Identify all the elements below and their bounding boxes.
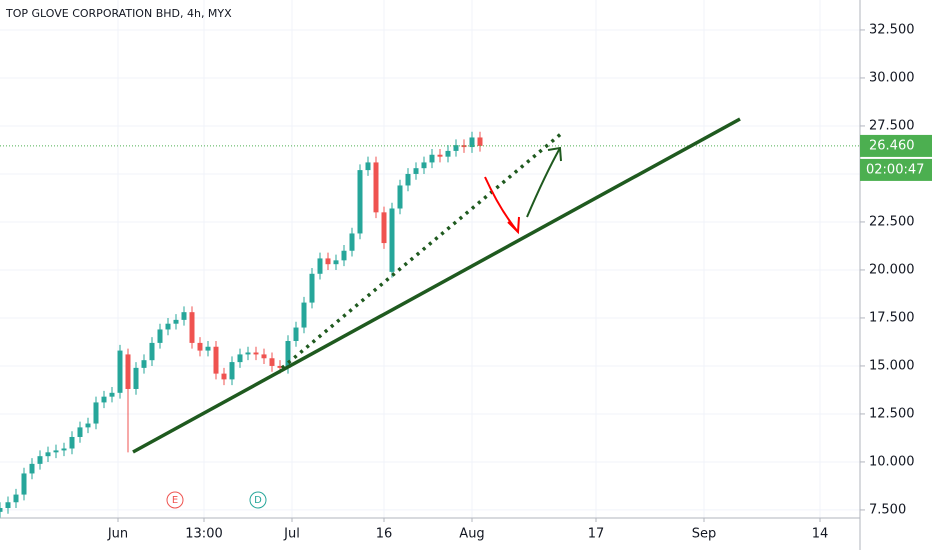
candle-body [253,352,259,355]
candle-body [477,137,483,146]
candle-body [333,260,339,265]
chart-title: TOP GLOVE CORPORATION BHD, 4h, MYX [5,7,232,20]
candle-body [309,273,315,303]
candle-body [325,258,331,265]
candle-body [381,212,387,244]
candle-body [365,162,371,171]
candle-body [21,473,27,495]
candle-body [421,162,427,169]
dividend-event[interactable] [249,491,267,509]
candle-body [453,145,459,151]
candle-body [405,173,411,186]
dotted-trend-line [280,131,564,370]
x-tick-label: 14 [812,527,829,542]
candle-body [293,327,299,341]
candle-body [317,258,323,274]
earnings-event[interactable] [166,491,184,509]
x-tick-label: Jul [283,527,300,542]
candle-body [285,340,291,368]
event-label: E [172,495,178,506]
candle-body [389,208,395,272]
y-tick-label: 7.500 [869,502,906,517]
candle-body [261,354,267,359]
candle-body [0,508,3,512]
candle-body [157,329,163,343]
candle-body [397,185,403,209]
y-tick-label: 27.500 [869,118,915,133]
candle-body [85,423,91,428]
candle-body [461,145,467,148]
candle-body [77,427,83,437]
candle-body [277,365,283,368]
candle-body [117,350,123,393]
candle-body [141,360,147,368]
candle-body [413,168,419,174]
candle-body [133,367,139,389]
x-tick-label: 17 [588,527,605,542]
last-price-box [860,134,932,157]
candle-body [269,358,275,366]
last-price-label: 26.460 [869,138,915,153]
y-tick-label: 20.000 [869,262,915,277]
candle-body [149,342,155,361]
candle-body [173,319,179,324]
y-tick-label: 10.000 [869,454,915,469]
y-tick-label: 22.500 [869,214,915,229]
up-arrow-head [547,146,562,162]
candle-body [213,346,219,374]
y-tick-label: 12.500 [869,406,915,421]
candle-body [37,456,43,464]
candle-body [13,494,19,503]
y-tick-label: 17.500 [869,310,915,325]
x-tick-label: Jun [107,527,128,542]
x-tick-label: Sep [692,527,717,542]
countdown-label: 02:00:47 [866,162,924,177]
candle-body [165,323,171,330]
y-tick-label: 30.000 [869,70,915,85]
candle-body [45,452,51,457]
candle-body [229,362,235,380]
trend-line [132,117,741,454]
candle-body [373,162,379,213]
candle-body [245,352,251,355]
candle-body [237,354,243,363]
candle-body [93,402,99,424]
candle-body [5,502,11,509]
axes: 7.500 10.000 12.500 15.000 17.500 20.000 22.50… [107,22,932,542]
down-arrow-head [507,216,520,235]
x-tick-label: 13:00 [185,527,222,542]
candle-body [69,436,75,449]
y-tick-label: 32.500 [869,22,915,37]
candle-body [349,233,355,251]
candle-body [429,154,435,163]
candle-body [29,463,35,474]
y-tick-label: 15.000 [869,358,915,373]
candle-body [125,354,131,389]
candle-body [197,342,203,351]
candle-body [437,154,443,157]
candle-body [301,302,307,328]
candle-body [53,450,59,453]
candle-body [101,396,107,403]
x-tick-label: Aug [459,527,484,542]
candle-body [189,312,195,343]
up-arrow [526,147,561,218]
candle-body [109,392,115,397]
candle-body [221,373,227,380]
candle-body [469,137,475,148]
candle-body [445,150,451,157]
candle-body [205,346,211,351]
countdown-box [860,158,932,181]
grid [0,0,860,518]
candle-body [61,448,67,451]
candles [0,131,860,518]
event-label: D [254,495,262,506]
x-tick-label: 16 [376,527,393,542]
candle-body [181,312,187,320]
candle-body [341,250,347,261]
candle-body [357,170,363,234]
